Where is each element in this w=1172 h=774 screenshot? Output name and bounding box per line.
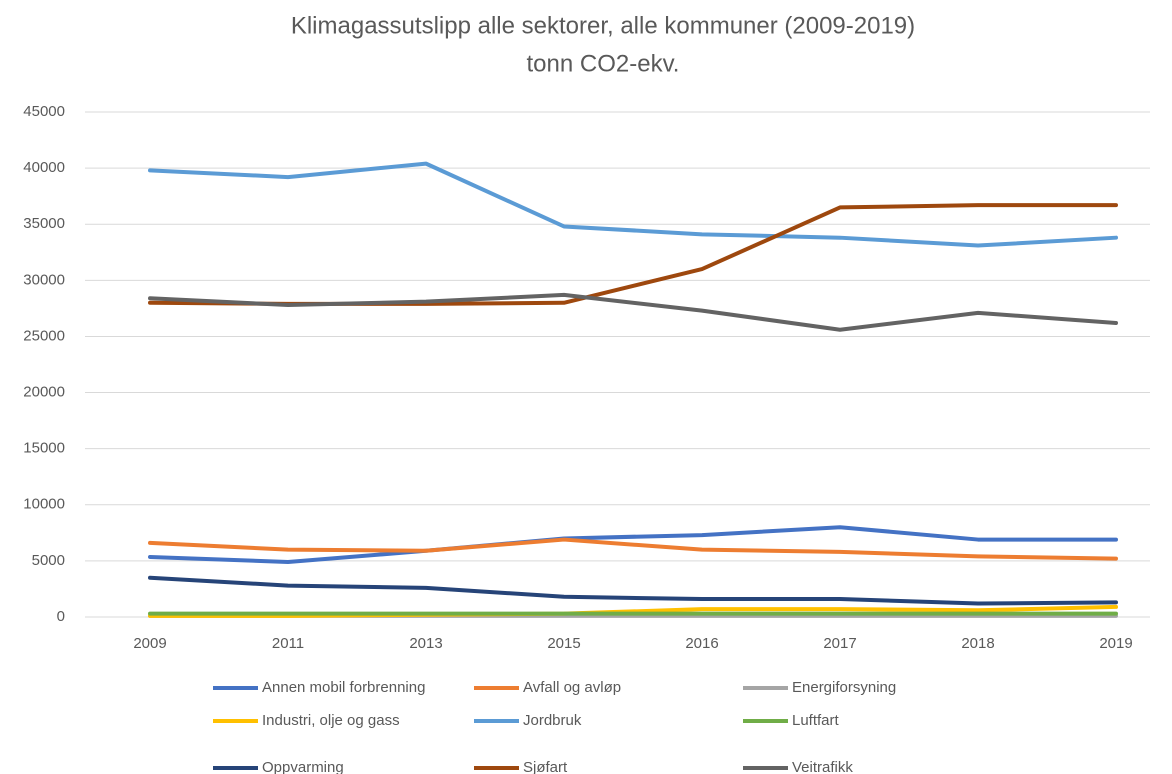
series-line — [148, 537, 1118, 561]
y-tick-label: 10000 — [23, 496, 65, 513]
x-tick-label: 2013 — [409, 635, 442, 652]
series-line — [148, 525, 1118, 565]
legend-label: Annen mobil forbrenning — [262, 679, 425, 696]
y-tick-label: 0 — [57, 608, 65, 625]
x-tick-label: 2019 — [1099, 635, 1132, 652]
series-line — [148, 604, 1118, 618]
series-line — [148, 161, 1118, 248]
legend-label: Luftfart — [792, 712, 840, 729]
legend-label: Oppvarming — [262, 759, 344, 774]
y-tick-label: 45000 — [23, 103, 65, 120]
legend-label: Energiforsyning — [792, 679, 896, 696]
legend-label: Jordbruk — [523, 712, 582, 729]
chart-subtitle: tonn CO2-ekv. — [527, 50, 680, 77]
legend-label: Sjøfart — [523, 759, 568, 774]
x-tick-label: 2018 — [961, 635, 994, 652]
legend-label: Avfall og avløp — [523, 679, 621, 696]
y-tick-label: 20000 — [23, 384, 65, 401]
y-tick-label: 25000 — [23, 327, 65, 344]
y-tick-label: 30000 — [23, 271, 65, 288]
chart-title: Klimagassutslipp alle sektorer, alle kom… — [291, 12, 915, 39]
x-tick-label: 2009 — [133, 635, 166, 652]
x-tick-label: 2015 — [547, 635, 580, 652]
x-tick-label: 2011 — [272, 635, 304, 652]
series-line — [148, 292, 1118, 332]
y-tick-label: 5000 — [32, 552, 65, 569]
series-line — [148, 203, 1118, 306]
legend-label: Industri, olje og gass — [262, 712, 400, 729]
legend-label: Veitrafikk — [792, 759, 853, 774]
y-tick-label: 40000 — [23, 159, 65, 176]
y-tick-label: 35000 — [23, 215, 65, 232]
x-tick-label: 2016 — [685, 635, 718, 652]
x-tick-label: 2017 — [823, 635, 856, 652]
series-line — [148, 575, 1118, 606]
y-tick-label: 15000 — [23, 440, 65, 457]
